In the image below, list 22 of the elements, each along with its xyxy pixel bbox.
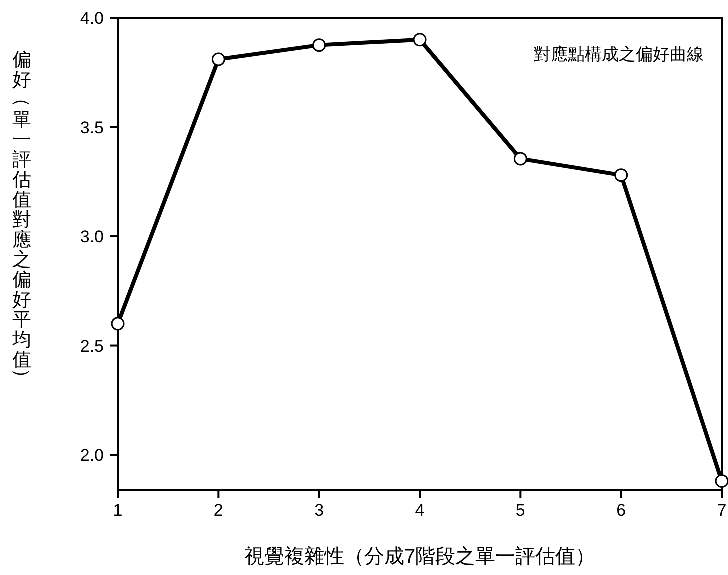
text: 偏好（單一評估值對應之偏好平均值） bbox=[11, 50, 32, 388]
point bbox=[614, 168, 628, 182]
x-tick-label: 6 bbox=[616, 501, 626, 520]
x-tick-label: 7 bbox=[717, 501, 727, 520]
annotation: 對應點構成之偏好曲線 bbox=[534, 45, 704, 64]
point bbox=[715, 474, 728, 488]
point bbox=[212, 52, 226, 66]
point bbox=[413, 33, 427, 47]
point bbox=[111, 317, 125, 331]
point bbox=[312, 38, 326, 52]
y-tick-label: 4.0 bbox=[80, 9, 104, 28]
point bbox=[514, 152, 528, 166]
x-tick-label: 2 bbox=[214, 501, 224, 520]
x-tick-label: 3 bbox=[314, 501, 324, 520]
x-axis-title: 視覺複雜性（分成7階段之單一評估值） bbox=[244, 546, 596, 568]
x-tick-label: 5 bbox=[516, 501, 526, 520]
y-tick-label: 2.5 bbox=[80, 336, 104, 356]
y-tick-label: 3.5 bbox=[80, 118, 104, 138]
y-tick-label: 2.0 bbox=[80, 446, 104, 466]
y-tick-label: 3.0 bbox=[80, 228, 104, 247]
x-tick-label: 4 bbox=[415, 501, 425, 520]
x-tick-label: 1 bbox=[113, 501, 123, 520]
